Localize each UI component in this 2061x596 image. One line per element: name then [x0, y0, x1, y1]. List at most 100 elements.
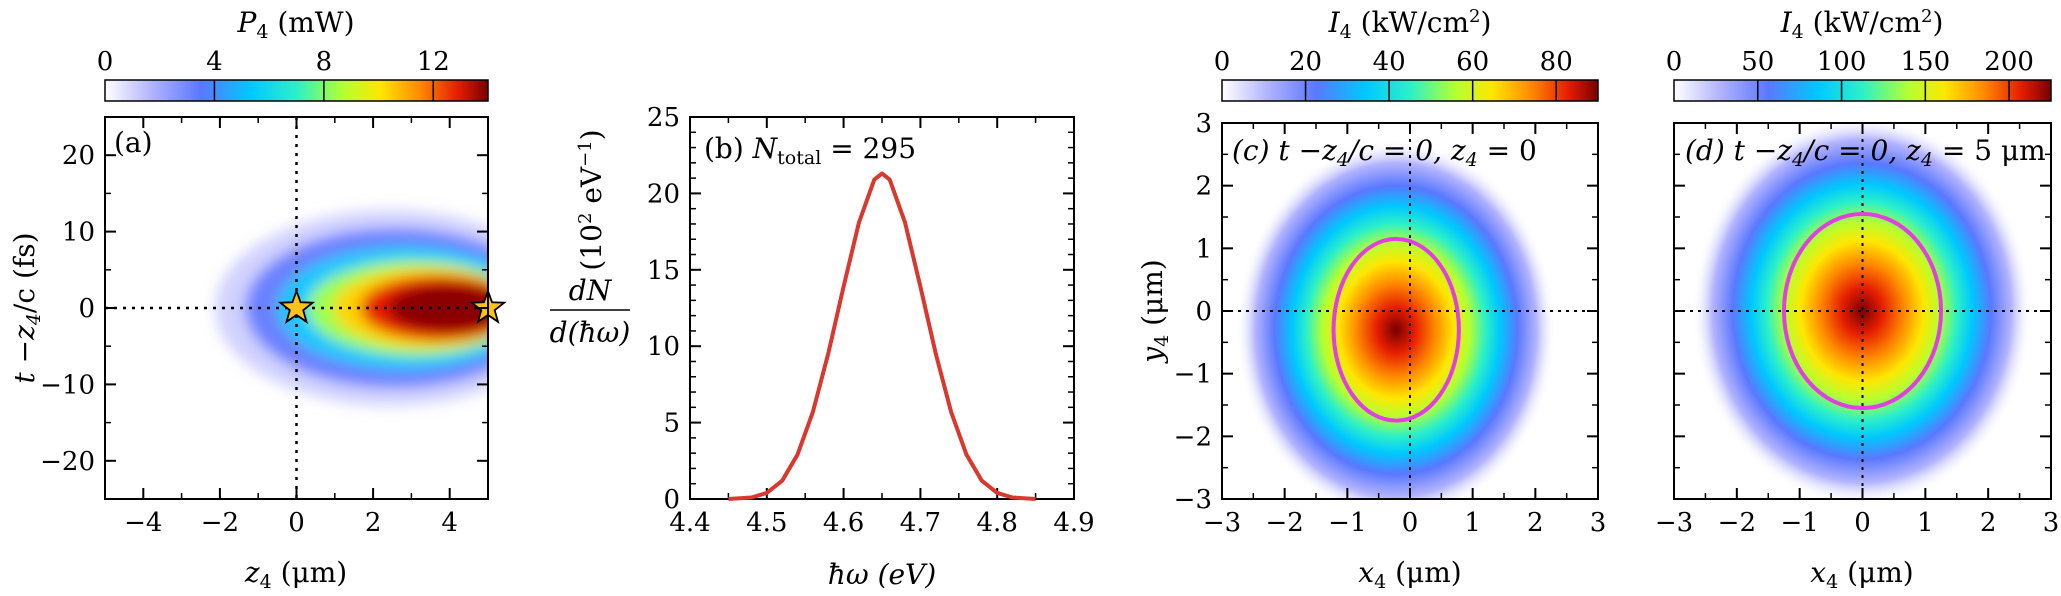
- y-tick-label: 0: [78, 294, 95, 324]
- star-marker: [277, 288, 316, 324]
- xlabel-c: x4 (μm): [1358, 556, 1461, 593]
- colorbar-d-title: I4 (kW/cm2): [1780, 6, 1944, 43]
- contour-d: [1781, 211, 1944, 411]
- colorbar-d: 0 50 100 150 200 I4 (kW/cm2): [1666, 6, 2052, 102]
- x-tick-label: 1: [1464, 508, 1481, 538]
- x-tick-label: −2: [1718, 508, 1756, 538]
- colorbar-tick-label: 0: [1214, 47, 1231, 77]
- x-tick-label: 4.7: [900, 508, 941, 538]
- colorbar-d-bar: [1673, 79, 2052, 102]
- x-tick-label: 4.9: [1053, 508, 1094, 538]
- y-tick-label: 20: [647, 179, 680, 209]
- colorbar-tick-label: 80: [1540, 47, 1573, 77]
- x-tick-label: 2: [1980, 508, 1997, 538]
- x-tick-label: −3: [1655, 508, 1693, 538]
- x-tick-label: −2: [201, 508, 239, 538]
- y-tick-label: −20: [40, 447, 95, 477]
- x-tick-label: 0: [1854, 508, 1871, 538]
- colorbar-tick-label: 40: [1373, 47, 1406, 77]
- ticks-d: −3 −2 −1 0 1 2 3: [1655, 122, 2060, 538]
- annotation-a: (a): [114, 126, 153, 159]
- colorbar-tick-label: 4: [206, 47, 223, 77]
- x-tick-label: 4.6: [823, 508, 864, 538]
- heatmap-c: [1222, 123, 1598, 499]
- ticks-c: −3 −2 −1 0 1 2 3 −3 −2 −1 0 1 2 3: [1174, 109, 1607, 538]
- heatmap-c-blob: [1236, 140, 1556, 499]
- x-tick-label: −3: [1203, 508, 1241, 538]
- ticks-b: 4.4 4.5 4.6 4.7 4.8 4.9 0 5 10 15 20 25: [647, 103, 1095, 538]
- x-tick-label: 3: [2043, 508, 2060, 538]
- colorbar-a-ticks: 0 4 8 12: [97, 47, 450, 101]
- heatmap-d-blob: [1692, 123, 2032, 499]
- y-tick-label: −1: [1174, 360, 1212, 390]
- y-tick-label: 25: [647, 103, 680, 133]
- y-tick-label: −2: [1174, 422, 1212, 452]
- colorbar-tick-label: 20: [1289, 47, 1322, 77]
- ylabel-b: dN d(ħω) (102 eV−1): [550, 129, 631, 349]
- y-tick-label: −10: [40, 370, 95, 400]
- annotation-d: (d) t −z4/c = 0, z4 = 5 μm: [1685, 134, 2046, 171]
- x-tick-label: 1: [1917, 508, 1934, 538]
- x-tick-label: 3: [1590, 508, 1607, 538]
- y-tick-label: 0: [663, 485, 680, 515]
- colorbar-a-title: P4 (mW): [236, 6, 354, 43]
- colorbar-tick-label: 60: [1456, 47, 1489, 77]
- colorbar-tick-label: 8: [316, 47, 333, 77]
- y-tick-label: 10: [62, 218, 95, 248]
- y-tick-label: 10: [647, 332, 680, 362]
- y-tick-label: 20: [62, 141, 95, 171]
- y-tick-label: −3: [1174, 485, 1212, 515]
- y-tick-label: 5: [663, 409, 680, 439]
- heatmap-a: [105, 117, 488, 499]
- x-tick-label: −4: [124, 508, 162, 538]
- annotation-b: (b) Ntotal = 295: [704, 132, 916, 169]
- heatmap-d: [1674, 123, 2051, 499]
- series-b-line: [728, 171, 1036, 501]
- y-tick-label: 1: [1195, 234, 1212, 264]
- x-tick-label: 0: [288, 508, 305, 538]
- colorbar-a-bar: [104, 79, 489, 102]
- panel-b: 4.4 4.5 4.6 4.7 4.8 4.9 0 5 10 15 20 25 (b) Ntotal …: [550, 103, 1095, 591]
- x-tick-label: 4.8: [977, 508, 1018, 538]
- colorbar-tick-label: 0: [1666, 47, 1683, 77]
- y-tick-label: 2: [1195, 172, 1212, 202]
- y-tick-label: 0: [1195, 297, 1212, 327]
- ylabel-b-unit: (102 eV−1): [575, 129, 608, 270]
- ylabel-b-denominator: d(ħω): [550, 316, 631, 349]
- x-tick-label: 4.4: [669, 508, 710, 538]
- colorbar-tick-label: 50: [1741, 47, 1774, 77]
- xlabel-d: x4 (μm): [1810, 556, 1913, 593]
- colorbar-tick-label: 150: [1901, 47, 1951, 77]
- colorbar-tick-label: 200: [1984, 47, 2034, 77]
- colorbar-d-ticks: 0 50 100 150 200: [1666, 47, 2034, 101]
- ylabel-c: y4 (μm): [1136, 259, 1173, 364]
- colorbar-a: 0 4 8 12 P4 (mW): [97, 6, 489, 102]
- ylabel-b-numerator: dN: [569, 274, 613, 307]
- panel-c: 0 20 40 60 80 I4 (kW/cm2) −3 −2 −1 0 1 2 3 −3 −2 −1 0 1…: [1136, 6, 1606, 593]
- x-tick-label: 0: [1402, 508, 1419, 538]
- colorbar-tick-label: 12: [417, 47, 450, 77]
- colorbar-tick-label: 0: [97, 47, 114, 77]
- x-tick-label: 4: [441, 508, 458, 538]
- colorbar-c: 0 20 40 60 80 I4 (kW/cm2): [1214, 6, 1599, 102]
- colorbar-c-title: I4 (kW/cm2): [1328, 6, 1492, 43]
- y-tick-label: 3: [1195, 109, 1212, 139]
- ylabel-a: t −z4/c (fs): [8, 232, 45, 383]
- x-tick-label: −1: [1781, 508, 1819, 538]
- x-tick-label: 2: [365, 508, 382, 538]
- x-tick-label: −2: [1266, 508, 1304, 538]
- contour-c: [1331, 236, 1461, 423]
- x-tick-label: 2: [1527, 508, 1544, 538]
- xlabel-a: z4 (μm): [244, 556, 347, 593]
- annotation-c: (c) t −z4/c = 0, z4 = 0: [1232, 134, 1537, 171]
- colorbar-tick-label: 100: [1817, 47, 1867, 77]
- x-tick-label: −1: [1328, 508, 1366, 538]
- colorbar-c-ticks: 0 20 40 60 80: [1214, 47, 1573, 101]
- x-tick-label: 4.5: [746, 508, 787, 538]
- panel-d: 0 50 100 150 200 I4 (kW/cm2) −3 −2 −1 0 1 2 3 (d) …: [1655, 6, 2059, 593]
- xlabel-b: ħω (eV): [828, 558, 936, 591]
- colorbar-c-bar: [1221, 79, 1599, 102]
